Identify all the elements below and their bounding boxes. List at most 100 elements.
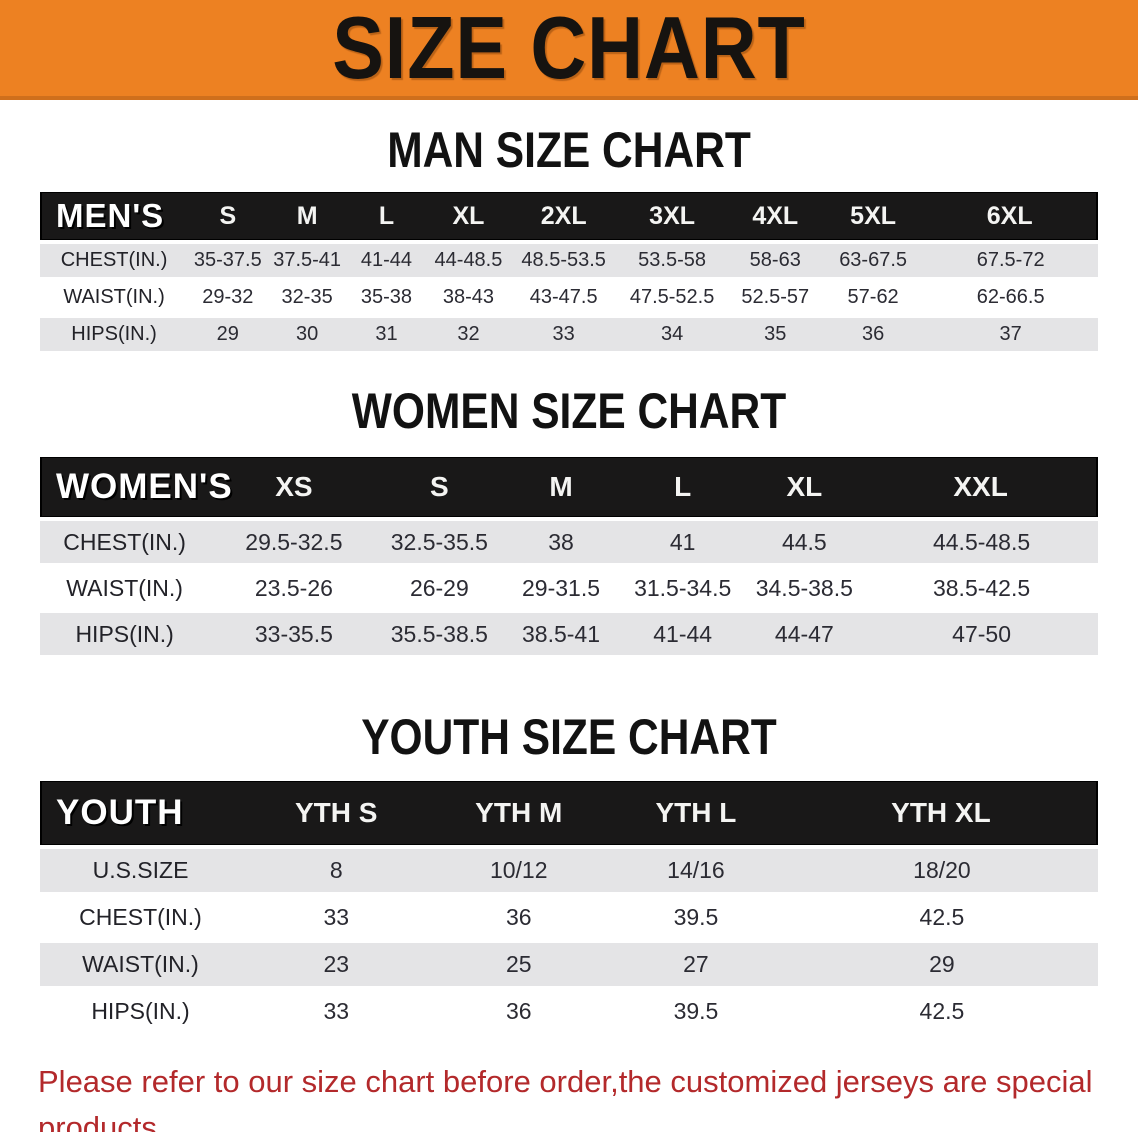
size-column-header: 2XL <box>510 192 617 240</box>
page-title: SIZE CHART <box>332 0 806 97</box>
youth-size-table: YOUTH YTH S YTH M YTH L YTH XL U.S.SIZE 8 10/12… <box>40 777 1098 1037</box>
measurement-row: WAIST(IN.) 29-32 32-35 35-38 38-43 43-47.5 47.… <box>40 281 1098 314</box>
measurement-label: HIPS(IN.) <box>40 613 210 655</box>
measurement-row: HIPS(IN.) 29 30 31 32 33 34 35 36 37 <box>40 318 1098 351</box>
measurement-value: 33-35.5 <box>209 613 379 655</box>
measurement-value: 41-44 <box>346 244 427 277</box>
measurement-value: 14/16 <box>606 849 786 892</box>
measurement-row: HIPS(IN.) 33 36 39.5 42.5 <box>40 990 1098 1033</box>
measurement-label: CHEST(IN.) <box>40 521 210 563</box>
size-column-header: L <box>621 457 744 517</box>
table-header-row: YOUTH YTH S YTH M YTH L YTH XL <box>40 781 1098 845</box>
measurement-row: CHEST(IN.) 29.5-32.5 32.5-35.5 38 41 44.5 44.5… <box>40 521 1098 563</box>
measurement-value: 35.5-38.5 <box>378 613 501 655</box>
measurement-value: 31.5-34.5 <box>621 567 744 609</box>
size-column-header: 5XL <box>822 192 924 240</box>
size-column-header: YTH M <box>431 781 607 845</box>
measurement-value: 33 <box>510 318 617 351</box>
youth-section-heading: YOUTH SIZE CHART <box>361 709 777 765</box>
measurement-value: 38.5-41 <box>500 613 622 655</box>
measurement-value: 34 <box>616 318 728 351</box>
measurement-label: WAIST(IN.) <box>40 943 242 986</box>
measurement-value: 39.5 <box>606 990 786 1033</box>
measurement-value: 29-31.5 <box>500 567 622 609</box>
men-section: MAN SIZE CHART MEN'S S M L XL 2XL 3XL 4XL 5XL 6XL… <box>0 124 1138 355</box>
size-column-header: M <box>500 457 622 517</box>
measurement-value: 18/20 <box>785 849 1098 892</box>
order-notice: Please refer to our size chart before or… <box>38 1059 1100 1132</box>
measurement-value: 58-63 <box>727 244 823 277</box>
measurement-value: 35-37.5 <box>188 244 268 277</box>
measurement-row: CHEST(IN.) 35-37.5 37.5-41 41-44 44-48.5 48.5… <box>40 244 1098 277</box>
measurement-value: 33 <box>241 990 432 1033</box>
size-column-header: 3XL <box>616 192 728 240</box>
men-section-heading: MAN SIZE CHART <box>387 122 751 178</box>
size-column-header: L <box>346 192 427 240</box>
measurement-value: 41 <box>621 521 744 563</box>
order-notice-line-1: Please refer to our size chart before or… <box>38 1064 1093 1132</box>
measurement-value: 53.5-58 <box>616 244 728 277</box>
measurement-value: 62-66.5 <box>923 281 1098 314</box>
measurement-value: 32-35 <box>267 281 347 314</box>
measurement-row: WAIST(IN.) 23.5-26 26-29 29-31.5 31.5-34.5 34… <box>40 567 1098 609</box>
measurement-value: 63-67.5 <box>822 244 924 277</box>
youth-section: YOUTH SIZE CHART YOUTH YTH S YTH M YTH L YTH… <box>0 711 1138 1037</box>
women-section-heading: WOMEN SIZE CHART <box>351 383 787 439</box>
measurement-value: 67.5-72 <box>923 244 1098 277</box>
table-title-cell: WOMEN'S <box>40 457 232 517</box>
measurement-value: 31 <box>346 318 427 351</box>
measurement-value: 29 <box>785 943 1098 986</box>
measurement-value: 8 <box>241 849 432 892</box>
table-header-row: MEN'S S M L XL 2XL 3XL 4XL 5XL 6XL <box>40 192 1098 240</box>
size-column-header: S <box>188 192 268 240</box>
measurement-value: 35-38 <box>346 281 427 314</box>
measurement-value: 29-32 <box>188 281 268 314</box>
measurement-value: 32 <box>426 318 511 351</box>
measurement-value: 52.5-57 <box>727 281 823 314</box>
table-header-row: WOMEN'S XS S M L XL XXL <box>40 457 1098 517</box>
measurement-label: HIPS(IN.) <box>40 318 189 351</box>
size-column-header: YTH S <box>241 781 432 845</box>
measurement-value: 36 <box>822 318 924 351</box>
measurement-value: 48.5-53.5 <box>510 244 617 277</box>
measurement-value: 44-47 <box>743 613 866 655</box>
measurement-label: CHEST(IN.) <box>40 896 242 939</box>
measurement-value: 38-43 <box>426 281 511 314</box>
measurement-value: 23 <box>241 943 432 986</box>
size-column-header: M <box>267 192 347 240</box>
measurement-value: 33 <box>241 896 432 939</box>
measurement-value: 42.5 <box>785 896 1098 939</box>
measurement-value: 47-50 <box>865 613 1098 655</box>
measurement-value: 35 <box>727 318 823 351</box>
measurement-label: WAIST(IN.) <box>40 281 189 314</box>
measurement-value: 47.5-52.5 <box>616 281 728 314</box>
measurement-value: 39.5 <box>606 896 786 939</box>
measurement-value: 44.5 <box>743 521 866 563</box>
measurement-value: 32.5-35.5 <box>378 521 501 563</box>
measurement-value: 23.5-26 <box>209 567 379 609</box>
measurement-value: 37.5-41 <box>267 244 347 277</box>
measurement-value: 37 <box>923 318 1098 351</box>
measurement-row: HIPS(IN.) 33-35.5 35.5-38.5 38.5-41 41-44 44-… <box>40 613 1098 655</box>
measurement-value: 44-48.5 <box>426 244 511 277</box>
measurement-value: 26-29 <box>378 567 501 609</box>
measurement-value: 30 <box>267 318 347 351</box>
measurement-value: 38 <box>500 521 622 563</box>
size-column-header: XS <box>209 457 379 517</box>
measurement-value: 34.5-38.5 <box>743 567 866 609</box>
measurement-label: WAIST(IN.) <box>40 567 210 609</box>
size-column-header: 4XL <box>727 192 823 240</box>
measurement-row: U.S.SIZE 8 10/12 14/16 18/20 <box>40 849 1098 892</box>
women-size-table: WOMEN'S XS S M L XL XXL CHEST(IN.) 29.5-32.5 32.5… <box>40 453 1098 659</box>
measurement-row: WAIST(IN.) 23 25 27 29 <box>40 943 1098 986</box>
size-column-header: S <box>378 457 501 517</box>
measurement-value: 43-47.5 <box>510 281 617 314</box>
size-column-header: 6XL <box>923 192 1098 240</box>
measurement-label: CHEST(IN.) <box>40 244 189 277</box>
women-section: WOMEN SIZE CHART WOMEN'S XS S M L XL XXL CHEST(… <box>0 385 1138 659</box>
size-column-header: YTH L <box>606 781 786 845</box>
measurement-value: 29 <box>188 318 268 351</box>
measurement-value: 57-62 <box>822 281 924 314</box>
measurement-value: 29.5-32.5 <box>209 521 379 563</box>
